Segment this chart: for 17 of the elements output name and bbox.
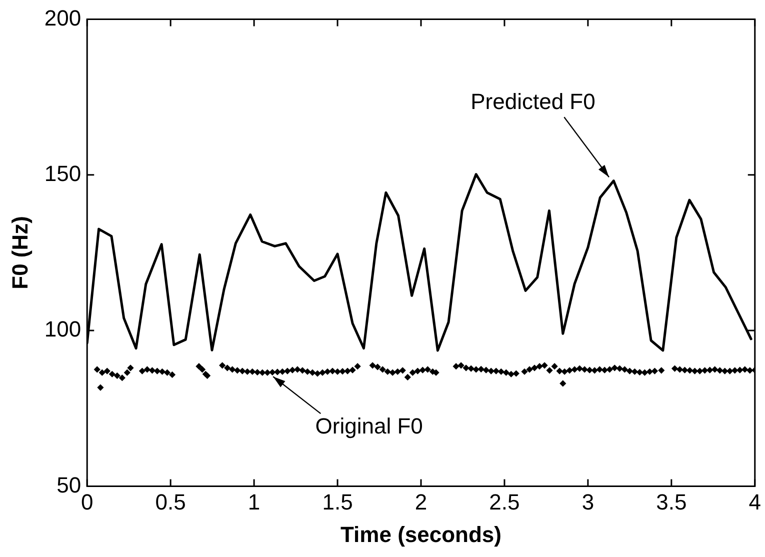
y-axis-title: F0 (Hz) — [7, 216, 32, 290]
y-tick-label: 200 — [44, 5, 82, 30]
x-tick-label: 1 — [248, 489, 260, 514]
x-tick-label: 4 — [748, 489, 762, 514]
x-tick-label: 3 — [582, 489, 594, 514]
y-tick-label: 150 — [44, 160, 82, 186]
x-tick-label: 2 — [414, 489, 428, 514]
x-tick-label: 0.5 — [155, 489, 186, 514]
y-tick-label: 100 — [44, 316, 82, 342]
annotation: Original F0 — [315, 414, 423, 439]
y-tick-label: 50 — [56, 472, 82, 498]
x-tick-label: 1.5 — [322, 489, 353, 514]
x-tick-label: 3.5 — [656, 489, 687, 514]
x-tick-label: 2.5 — [489, 489, 520, 514]
x-tick-label: 0 — [80, 489, 94, 514]
x-axis-title: Time (seconds) — [340, 522, 502, 547]
annotation: Predicted F0 — [470, 89, 596, 114]
